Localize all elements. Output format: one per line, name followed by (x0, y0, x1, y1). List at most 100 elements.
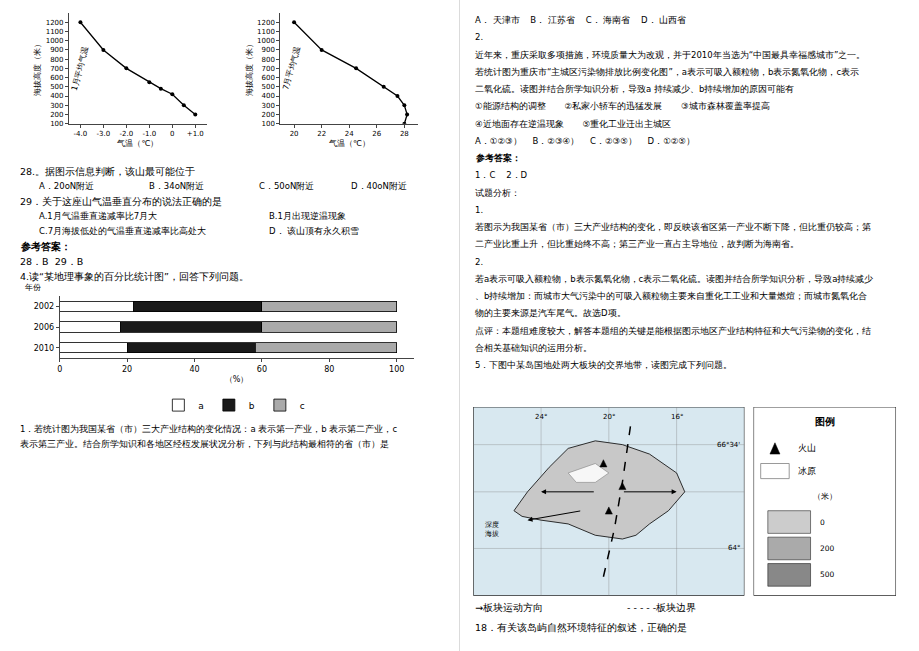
svg-text:火山: 火山 (798, 443, 816, 453)
svg-text:20: 20 (122, 365, 132, 374)
svg-text:-2.0: -2.0 (120, 130, 134, 138)
svg-text:20°: 20° (603, 413, 615, 421)
svg-text:200: 200 (262, 111, 275, 119)
svg-text:700: 700 (262, 65, 275, 73)
svg-text:D．40oN附近: D．40oN附近 (351, 181, 407, 191)
svg-text:0: 0 (170, 130, 174, 138)
svg-text:28: 28 (400, 130, 409, 138)
svg-text:1200: 1200 (257, 19, 275, 27)
svg-text:合相关基础知识的运用分析。: 合相关基础知识的运用分析。 (475, 343, 592, 353)
svg-text:冰原: 冰原 (798, 466, 816, 476)
svg-text:1.: 1. (475, 205, 483, 215)
svg-text:22: 22 (317, 130, 326, 138)
svg-text:A.1月气温垂直递减率比7月大: A.1月气温垂直递减率比7月大 (39, 211, 157, 221)
svg-text:1100: 1100 (46, 28, 64, 36)
svg-text:1月平均气温: 1月平均气温 (70, 46, 90, 92)
svg-text:二产业比重上升，但比重始终不高；第三产业一直占主导地位，故判: 二产业比重上升，但比重始终不高；第三产业一直占主导地位，故判断为海南省。 (475, 239, 799, 249)
svg-text:- - - - -板块边界: - - - - -板块边界 (627, 602, 696, 613)
svg-text:参考答案：: 参考答案： (475, 153, 521, 163)
svg-text:1000: 1000 (257, 37, 275, 45)
svg-text:参考答案：: 参考答案： (20, 241, 71, 252)
svg-text:若a表示可吸入额粒物，b表示氮氧化物，c表示二氧化硫。读图并: 若a表示可吸入额粒物，b表示氮氧化物，c表示二氧化硫。读图并结合所学知识分析，导… (475, 274, 874, 284)
svg-text:500: 500 (50, 83, 63, 91)
svg-text:26: 26 (372, 130, 381, 138)
svg-text:→板块运动方向: →板块运动方向 (475, 602, 543, 613)
svg-text:海拔高度（米）: 海拔高度（米） (33, 40, 42, 96)
svg-text:海拔高度（米）: 海拔高度（米） (245, 40, 254, 96)
svg-text:0: 0 (57, 365, 62, 374)
svg-text:2.: 2. (475, 32, 483, 42)
svg-text:100: 100 (262, 120, 275, 128)
svg-text:若统计图为重庆市“主城区污染物排放比例变化图”，a表示可吸入: 若统计图为重庆市“主城区污染物排放比例变化图”，a表示可吸入额粒物，b表示氮氧化… (475, 67, 859, 77)
svg-text:④近地面存在逆温现象 ⑤重化工业迁出主城区: ④近地面存在逆温现象 ⑤重化工业迁出主城区 (475, 119, 671, 129)
svg-text:表示第三产业。结合所学知识和各地区经枑发展状况分析，下列与此: 表示第三产业。结合所学知识和各地区经枑发展状况分析，下列与此结构最相符的省（市）… (20, 439, 389, 449)
svg-text:20: 20 (290, 130, 299, 138)
svg-text:-3.0: -3.0 (97, 130, 111, 138)
svg-text:1200: 1200 (46, 19, 64, 27)
svg-text:物的主要来源是汽车尾气。故选D项。: 物的主要来源是汽车尾气。故选D项。 (475, 308, 626, 318)
svg-text:a: a (198, 401, 204, 411)
svg-text:700: 700 (50, 65, 63, 73)
svg-text:900: 900 (262, 46, 275, 54)
svg-text:试题分析：: 试题分析： (475, 188, 520, 198)
svg-text:①能源结构的调整 ②私家小轿车的迅猛发展: ①能源结构的调整 ②私家小轿车的迅猛发展 ③城市森林覆盖率提高 (475, 101, 770, 111)
svg-text:1．C 2．D: 1．C 2．D (475, 170, 528, 180)
svg-text:、b持续增加：而城市大气污染中的可吸入额粒物主要来自重化工工: 、b持续增加：而城市大气污染中的可吸入额粒物主要来自重化工工业和大量燃煊；而城市… (475, 291, 867, 301)
svg-text:A．20oN附近: A．20oN附近 (39, 181, 94, 191)
svg-text:100: 100 (389, 365, 404, 374)
svg-text:二氧化硫。读图并结合所学知识分析，导致a 持续减少、b持续增: 二氧化硫。读图并结合所学知识分析，导致a 持续减少、b持续增加的原因可能有 (475, 84, 794, 94)
svg-text:b: b (249, 401, 255, 411)
svg-text:图例: 图例 (815, 416, 835, 427)
svg-text:A．①②③） B．②③④） C．②③⑤）: A．①②③） B．②③④） C．②③⑤） D．①②⑤） (475, 136, 695, 146)
svg-text:点评：本题组难度较大，解答本题组的关键是能根据图示地区产业结: 点评：本题组难度较大，解答本题组的关键是能根据图示地区产业结构特征和大气污染物的… (475, 326, 871, 336)
svg-text:60: 60 (257, 365, 267, 374)
svg-text:（米）: （米） (813, 492, 837, 501)
svg-text:800: 800 (262, 56, 275, 64)
svg-text:100: 100 (50, 120, 63, 128)
svg-text:200: 200 (50, 111, 63, 119)
svg-text:800: 800 (50, 56, 63, 64)
svg-text:2.: 2. (475, 257, 483, 267)
svg-text:+1.0: +1.0 (187, 130, 204, 138)
svg-text:（%）: （%） (225, 375, 249, 384)
svg-text:80: 80 (324, 365, 334, 374)
svg-text:29．关于这座山气温垂直分布的说法正确的是: 29．关于这座山气温垂直分布的说法正确的是 (20, 196, 222, 207)
svg-text:-1.0: -1.0 (142, 130, 156, 138)
svg-text:500: 500 (820, 570, 835, 579)
svg-text:300: 300 (50, 102, 63, 110)
svg-text:气温（℃）: 气温（℃） (117, 139, 158, 148)
svg-text:24: 24 (345, 130, 354, 138)
svg-text:年份: 年份 (25, 283, 41, 292)
svg-text:400: 400 (262, 92, 275, 100)
svg-text:400: 400 (50, 92, 63, 100)
svg-text:0: 0 (820, 518, 825, 527)
svg-text:18．有关该岛屿自然环境特征的叙述，正确的是: 18．有关该岛屿自然环境特征的叙述，正确的是 (475, 622, 687, 633)
svg-text:28.。据图示信息判断，该山最可能位于: 28.。据图示信息判断，该山最可能位于 (20, 166, 195, 177)
svg-text:1100: 1100 (257, 28, 275, 36)
svg-text:2002: 2002 (34, 302, 54, 311)
svg-text:2010: 2010 (34, 344, 54, 353)
svg-text:300: 300 (262, 102, 275, 110)
svg-text:若图示为我国某省（市）三大产业结构的变化，即反映该省区第一产: 若图示为我国某省（市）三大产业结构的变化，即反映该省区第一产业不断下降，但比重仍… (475, 222, 871, 232)
svg-text:1．若统计图为我国某省（市）三大产业结构的变化情况：a 表示: 1．若统计图为我国某省（市）三大产业结构的变化情况：a 表示第一产业，b 表示第… (20, 424, 397, 434)
svg-text:5．下图中某岛国地处两大板块的交界地带，读图完成下列问题。: 5．下图中某岛国地处两大板块的交界地带，读图完成下列问题。 (475, 360, 732, 370)
svg-text:A． 天津市 B． 江苏省 C． 海南省: A． 天津市 B． 江苏省 C． 海南省 D． 山西省 (475, 15, 686, 25)
svg-text:24°: 24° (535, 413, 547, 421)
svg-text:66°34': 66°34' (717, 441, 740, 449)
svg-text:气温（℃）: 气温（℃） (329, 139, 370, 148)
svg-text:16°: 16° (671, 413, 683, 421)
svg-text:C．50oN附近: C．50oN附近 (259, 181, 314, 191)
svg-text:4.读“某地理事象的百分比统计图”，回答下列问题。: 4.读“某地理事象的百分比统计图”，回答下列问题。 (20, 271, 249, 282)
svg-text:c: c (300, 401, 305, 411)
svg-text:40: 40 (189, 365, 199, 374)
svg-text:64°: 64° (728, 544, 740, 552)
svg-text:B.1月出现逆温现象: B.1月出现逆温现象 (269, 211, 346, 221)
svg-text:7月平均气温: 7月平均气温 (281, 45, 301, 91)
svg-text:200: 200 (820, 544, 835, 553)
svg-text:900: 900 (50, 46, 63, 54)
svg-text:深度海拔: 深度海拔 (485, 521, 499, 538)
svg-text:600: 600 (262, 74, 275, 82)
svg-text:2006: 2006 (34, 323, 54, 332)
svg-text:-4.0: -4.0 (74, 130, 88, 138)
svg-text:C.7月海拔低处的气温垂直递减率比高处大: C.7月海拔低处的气温垂直递减率比高处大 (39, 226, 206, 236)
